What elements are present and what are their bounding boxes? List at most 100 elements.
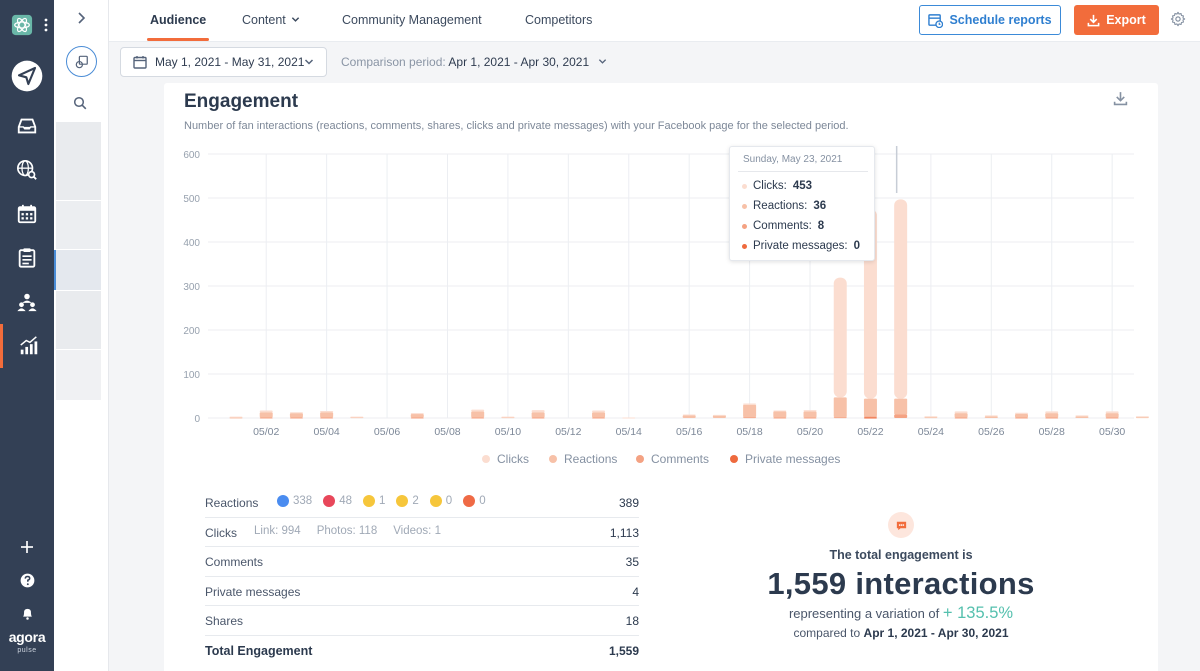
profile-list-item[interactable] <box>56 201 101 249</box>
date-range-picker[interactable]: May 1, 2021 - May 31, 2021 <box>120 47 327 77</box>
bar-segment-comments <box>289 417 303 419</box>
search-icon[interactable] <box>73 96 87 110</box>
sad-icon <box>429 495 442 507</box>
collapse-chevron-icon[interactable] <box>74 11 88 25</box>
inbox-icon[interactable] <box>0 104 54 148</box>
download-chart-icon[interactable] <box>1113 91 1131 109</box>
chevron-down-icon <box>598 59 606 64</box>
export-label: Export <box>1106 13 1146 27</box>
reaction-count: 1 <box>378 495 386 507</box>
stats-row-reactions: Reactions 338 48 1 2 0 0 389 <box>205 488 639 518</box>
legend-clicks-label: Clicks <box>497 452 529 466</box>
x-tick-label: 05/26 <box>978 426 1004 438</box>
help-icon[interactable] <box>0 558 54 602</box>
tooltip-label: Reactions: <box>753 200 808 212</box>
bar-segment-reactions <box>1015 414 1029 418</box>
tooltip-value: 453 <box>792 180 813 192</box>
bar-segment-clicks <box>259 410 273 413</box>
reports-icon[interactable] <box>0 324 54 368</box>
comparison-value: Apr 1, 2021 - Apr 30, 2021 <box>448 55 590 69</box>
comparison-period-dropdown[interactable]: Comparison period: Apr 1, 2021 - Apr 30,… <box>341 55 607 69</box>
bar-segment-reactions <box>984 416 998 418</box>
stats-row-clicks: Clicks Link: 994 Photos: 118 Videos: 1 1… <box>205 518 639 547</box>
bar-segment-comments <box>1045 417 1059 419</box>
tooltip-value: 8 <box>817 220 825 232</box>
profile-switch-icon[interactable] <box>66 46 97 77</box>
calendar-icon[interactable] <box>0 192 54 236</box>
tooltip-label: Private messages: <box>753 240 848 252</box>
tooltip-label: Comments: <box>753 220 812 232</box>
stats-value: 1,113 <box>609 525 639 540</box>
tooltip-row-clicks: Clicks: 453 <box>742 180 812 192</box>
stats-label: Total Engagement <box>205 643 313 658</box>
variation-prefix: representing a variation of <box>788 606 940 621</box>
bar-segment-comments <box>1015 417 1029 419</box>
legend-comments[interactable]: Comments <box>636 452 709 466</box>
stats-label: Comments <box>205 555 264 569</box>
stats-row-shares: Shares 18 <box>205 606 639 636</box>
tooltip-row-reactions: Reactions: 36 <box>742 200 826 212</box>
comparison-label: Comparison period: <box>341 55 446 69</box>
bar-segment-reactions <box>803 411 817 418</box>
bell-icon[interactable] <box>0 591 54 635</box>
legend-reactions[interactable]: Reactions <box>549 452 617 466</box>
profile-list-item-active[interactable] <box>54 250 101 290</box>
reaction-like: 338 <box>277 495 312 507</box>
stats-row-private-messages: Private messages 4 <box>205 577 639 606</box>
gear-icon[interactable] <box>1170 11 1188 29</box>
legend-private-messages[interactable]: Private messages <box>730 452 840 466</box>
team-icon[interactable] <box>0 280 54 324</box>
bar-segment-private-messages <box>863 417 877 419</box>
reaction-count: 338 <box>293 495 313 507</box>
bar-segment-clicks <box>984 415 998 417</box>
bar-segment-clicks <box>531 410 545 413</box>
bar-segment-reactions <box>1105 413 1119 418</box>
x-tick-label: 05/18 <box>736 426 762 438</box>
bar-segment-clicks <box>924 416 938 418</box>
export-button[interactable]: Export <box>1074 5 1159 35</box>
schedule-icon <box>928 13 944 28</box>
bar-segment-reactions <box>682 415 696 418</box>
chart-tooltip: Sunday, May 23, 2021 Clicks: 453 Reactio… <box>729 146 875 261</box>
bar-segment-clicks <box>501 416 515 418</box>
reaction-count: 0 <box>445 495 453 507</box>
bar-segment-reactions <box>1075 416 1089 418</box>
x-tick-label: 05/22 <box>857 426 883 438</box>
bar-segment-comments <box>1105 417 1119 419</box>
bar-segment-comments <box>803 417 817 419</box>
x-tick-label: 05/10 <box>495 426 521 438</box>
profile-list-item[interactable] <box>56 291 101 349</box>
tab-content[interactable]: Content <box>242 0 300 42</box>
checklist-icon[interactable] <box>0 236 54 280</box>
add-icon[interactable] <box>0 525 54 569</box>
y-tick-label: 200 <box>183 326 200 337</box>
bar-segment-reactions <box>471 411 485 418</box>
stats-label: Private messages <box>205 584 301 599</box>
bar-segment-reactions <box>1045 413 1059 418</box>
click-breakdown-videos: Videos: 1 <box>393 524 441 537</box>
tooltip-swatch <box>742 243 747 249</box>
reaction-wow: 2 <box>396 495 419 507</box>
haha-icon <box>362 495 375 507</box>
legend-comments-swatch <box>636 455 644 463</box>
bar-segment-comments <box>743 417 757 419</box>
tab-community-management[interactable]: Community Management <box>342 13 482 27</box>
globe-search-icon[interactable] <box>0 148 54 192</box>
schedule-reports-button[interactable]: Schedule reports <box>919 5 1061 35</box>
profile-list-item[interactable] <box>56 122 101 200</box>
bar-segment-reactions <box>1135 417 1149 419</box>
tab-competitors[interactable]: Competitors <box>525 13 593 27</box>
stats-row-comments: Comments 35 <box>205 547 639 577</box>
total-interactions: 1,559 interactions <box>767 566 1035 601</box>
bar-segment-comments <box>320 417 334 419</box>
atom-logo-icon[interactable] <box>0 3 44 47</box>
legend-clicks[interactable]: Clicks <box>482 452 529 466</box>
bar-segment-clicks <box>712 414 726 416</box>
menu-dots-icon[interactable] <box>38 3 54 47</box>
send-icon[interactable] <box>0 54 54 98</box>
tab-audience[interactable]: Audience <box>146 0 210 42</box>
profile-list-item[interactable] <box>56 350 101 400</box>
legend-private-messages-swatch <box>730 455 738 463</box>
bar-segment-reactions <box>743 404 757 418</box>
tooltip-value: 36 <box>813 200 827 212</box>
